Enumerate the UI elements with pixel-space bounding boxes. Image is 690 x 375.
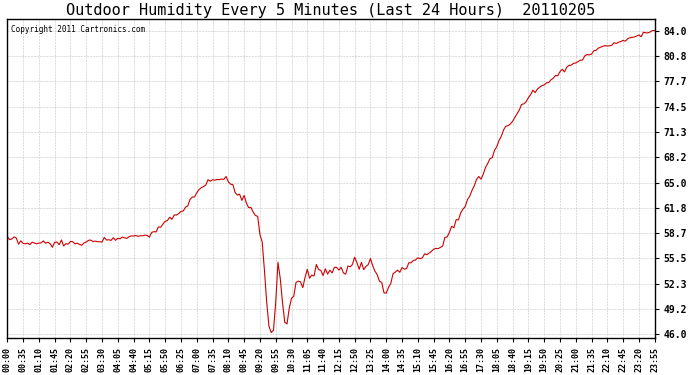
Text: Copyright 2011 Cartronics.com: Copyright 2011 Cartronics.com: [10, 26, 145, 34]
Title: Outdoor Humidity Every 5 Minutes (Last 24 Hours)  20110205: Outdoor Humidity Every 5 Minutes (Last 2…: [66, 3, 595, 18]
